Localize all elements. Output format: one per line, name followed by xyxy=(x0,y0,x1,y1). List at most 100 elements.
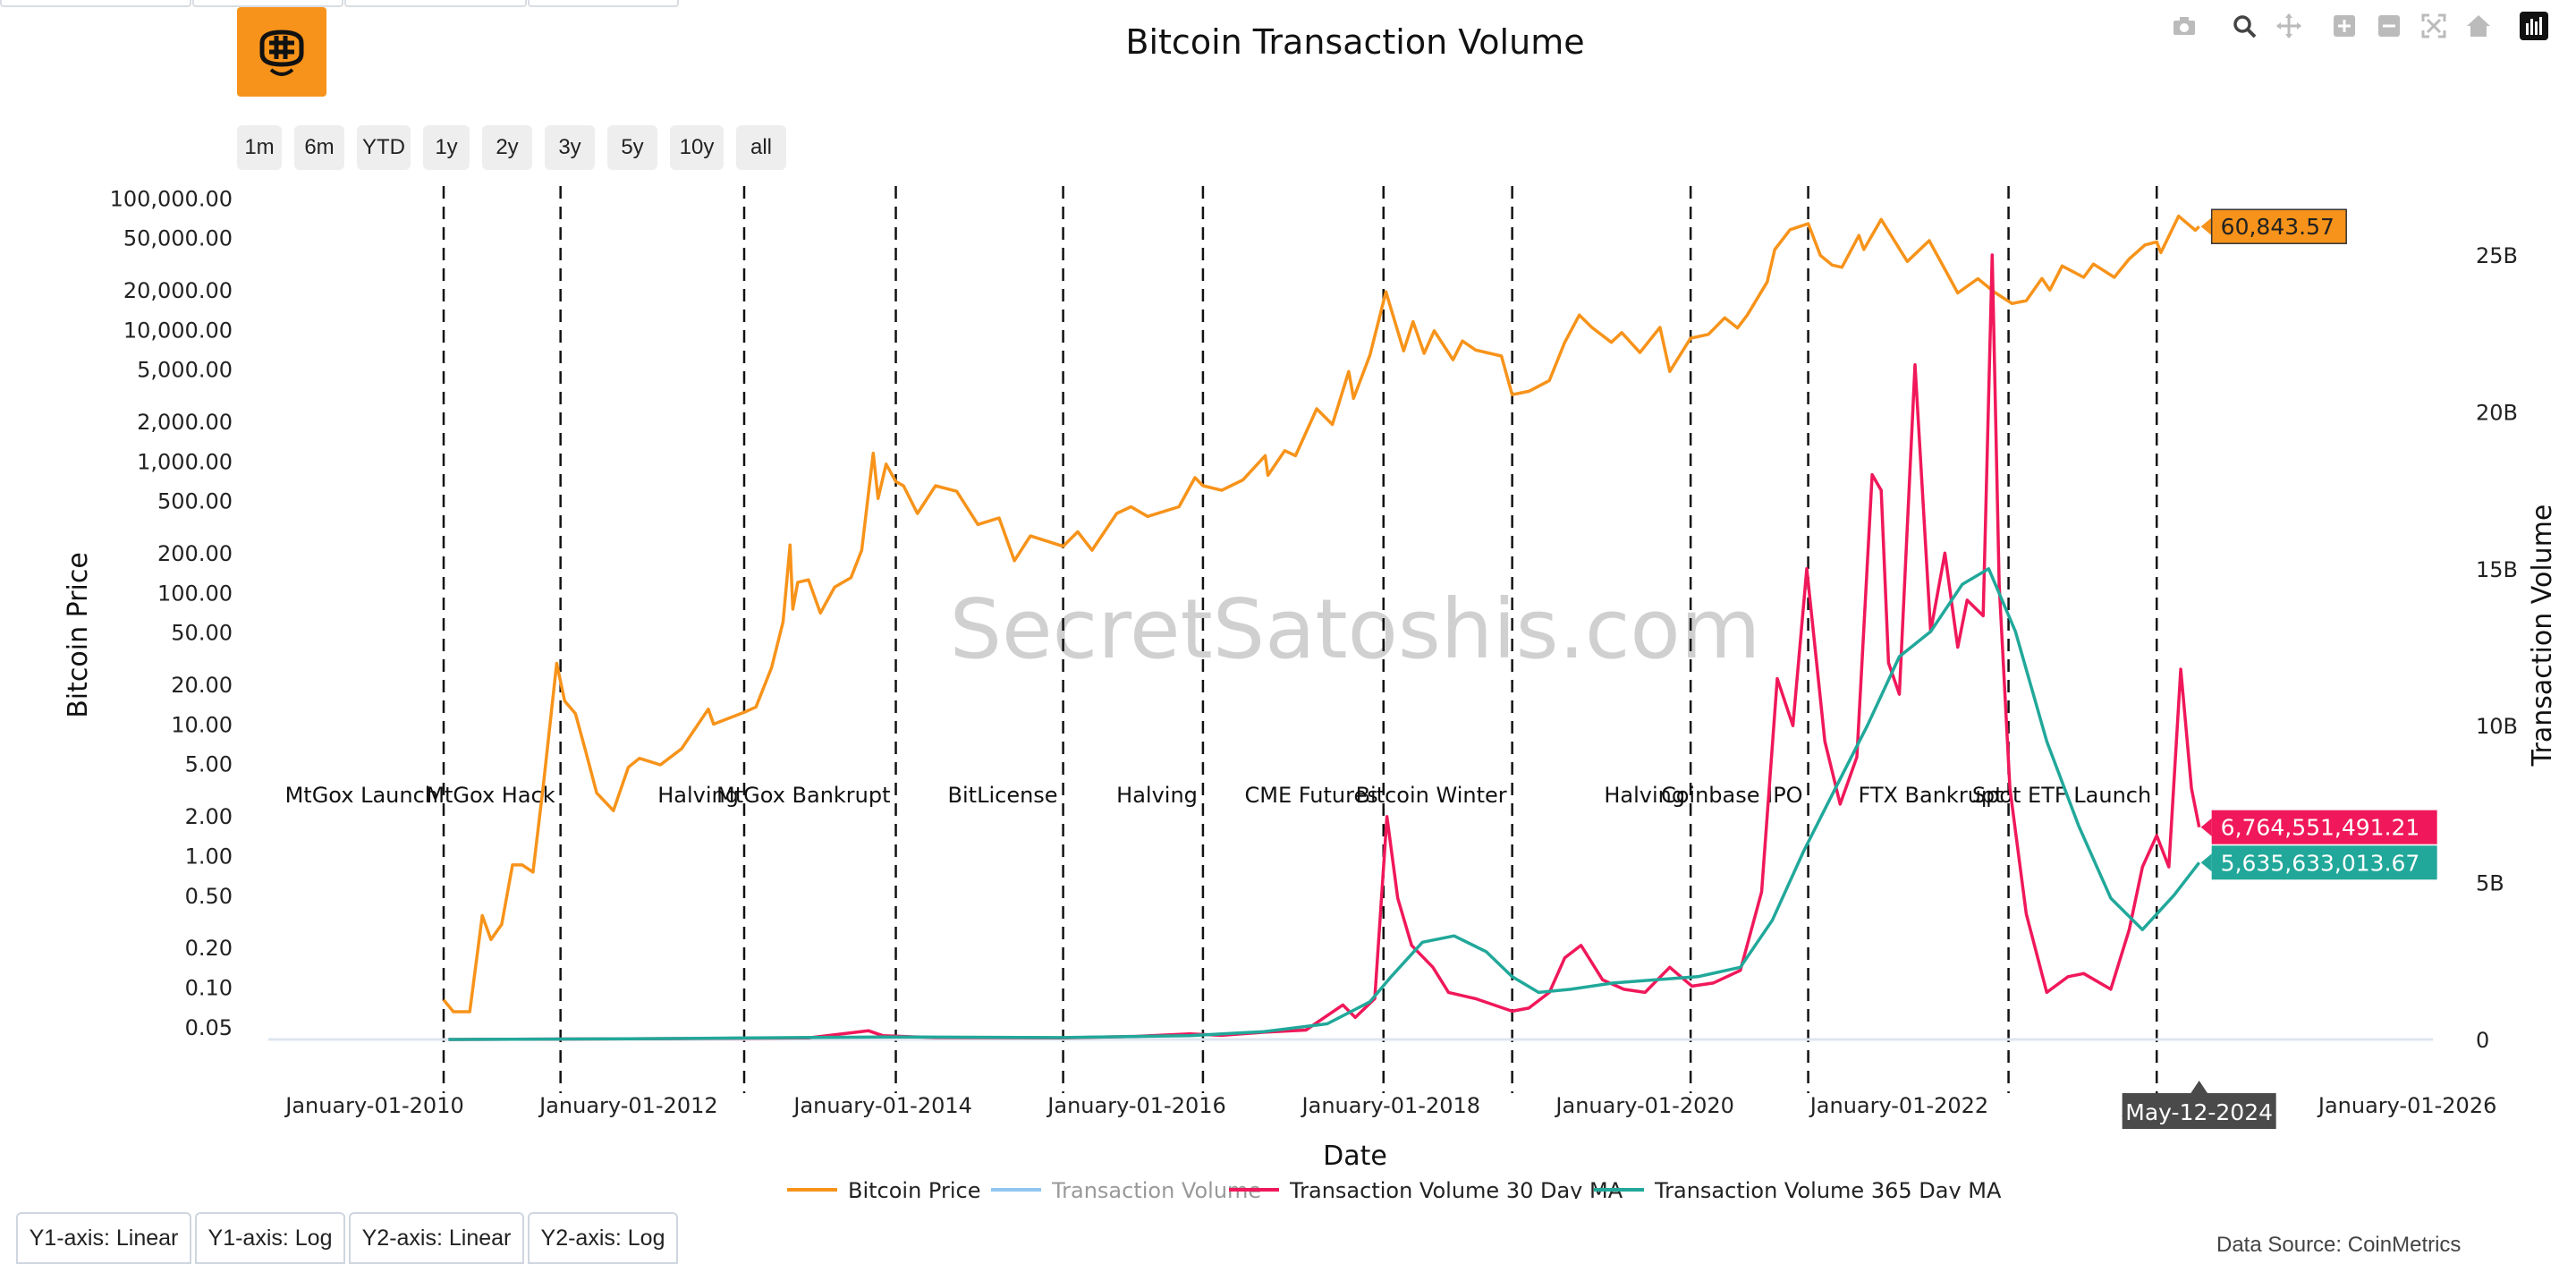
y2-tick-label: 15B xyxy=(2476,557,2518,582)
event-label: MtGox Launch xyxy=(285,783,438,808)
event-label: Halving xyxy=(657,783,739,808)
hover-price-label-pointer xyxy=(2200,217,2212,236)
chart-title: Bitcoin Transaction Volume xyxy=(1125,22,1584,62)
home-icon[interactable] xyxy=(2463,11,2494,41)
range-button-ytd[interactable]: YTD xyxy=(357,125,411,170)
range-button-5y[interactable]: 5y xyxy=(607,125,657,170)
axis-button-0[interactable]: Y1-axis: Linear xyxy=(16,1212,191,1264)
bitcoin-logo-icon xyxy=(259,30,304,76)
y2-axis-title: Transaction Volume xyxy=(2527,505,2558,768)
top-tab-stub[interactable] xyxy=(0,0,191,7)
y1-tick-label: 20,000.00 xyxy=(123,278,233,303)
zoom-icon[interactable] xyxy=(2229,11,2259,41)
hover-price-label: 60,843.57 xyxy=(2221,214,2334,240)
hover-date-pointer xyxy=(2190,1081,2208,1094)
y2-tick-label: 5B xyxy=(2476,871,2504,896)
y2-tick-label: 20B xyxy=(2476,400,2518,425)
event-label: MtGox Hack xyxy=(426,783,555,808)
plotly-logo-icon[interactable] xyxy=(2519,11,2549,41)
event-label: Coinbase IPO xyxy=(1661,783,1803,808)
top-tab-stub[interactable] xyxy=(528,0,679,7)
top-tab-stub[interactable] xyxy=(344,0,527,7)
range-button-10y[interactable]: 10y xyxy=(670,125,724,170)
hover-labels: 60,843.57 6,764,551,491.21 5,635,633,013.6… xyxy=(2122,208,2437,1129)
hover-ma30-label: 6,764,551,491.21 xyxy=(2221,815,2420,841)
y2-tick-label: 25B xyxy=(2476,243,2518,268)
event-label: MtGox Bankrupt xyxy=(716,783,891,808)
range-button-6m[interactable]: 6m xyxy=(294,125,344,170)
hover-ma365-label: 5,635,633,013.67 xyxy=(2221,850,2420,876)
y2-axis: 0 5B 10B 15B 20B 25B xyxy=(2476,243,2518,1053)
ma365-line xyxy=(448,567,2201,1041)
x-axis-title: Date xyxy=(1323,1141,1387,1172)
y1-tick-label: 0.20 xyxy=(185,936,233,961)
event-label: CME Futures xyxy=(1245,783,1378,808)
pan-icon[interactable] xyxy=(2274,11,2304,41)
range-button-all[interactable]: all xyxy=(736,125,786,170)
hover-price-label-box xyxy=(2210,208,2347,244)
y1-tick-label: 2,000.00 xyxy=(137,410,233,435)
y1-tick-label: 1.00 xyxy=(185,844,233,869)
watermark: SecretSatoshis.com xyxy=(950,581,1761,677)
y1-axis: 0.05 0.10 0.20 0.50 1.00 2.00 5.00 10.00 20.00 50… xyxy=(110,186,233,1039)
legend-label[interactable]: Transaction Volume 365 Day MA xyxy=(1654,1178,2002,1199)
y1-tick-label: 5,000.00 xyxy=(137,358,233,383)
autoscale-icon[interactable] xyxy=(2419,11,2449,41)
y1-tick-label: 50,000.00 xyxy=(123,226,233,251)
x-tick-label: January-01-2026 xyxy=(2317,1093,2497,1118)
y2-tick-label: 10B xyxy=(2476,714,2518,739)
legend-label[interactable]: Transaction Volume xyxy=(1051,1178,1261,1199)
legend: Bitcoin Price Transaction Volume Transacti… xyxy=(787,1178,2002,1199)
zoom-out-icon[interactable] xyxy=(2374,11,2404,41)
event-label: FTX Bankrupt xyxy=(1858,783,2003,808)
y1-tick-label: 0.50 xyxy=(185,884,233,909)
y1-tick-label: 0.10 xyxy=(185,976,233,1001)
legend-label[interactable]: Bitcoin Price xyxy=(848,1178,980,1199)
y1-tick-label: 50.00 xyxy=(171,621,233,646)
axis-button-1[interactable]: Y1-axis: Log xyxy=(195,1212,345,1264)
range-button-1m[interactable]: 1m xyxy=(237,125,282,170)
y1-tick-label: 0.05 xyxy=(185,1015,233,1040)
hover-ma365-label-pointer xyxy=(2200,853,2212,872)
y1-tick-label: 100.00 xyxy=(157,581,233,606)
hover-date-box xyxy=(2122,1093,2276,1129)
event-label: BitLicense xyxy=(948,783,1058,808)
price-line xyxy=(442,214,2200,1014)
x-axis: January-01-2010 January-01-2012 January-01… xyxy=(284,1093,2496,1118)
event-label: Halving xyxy=(1116,783,1198,808)
hover-ma30-label-pointer xyxy=(2200,818,2212,836)
x-tick-label: January-01-2014 xyxy=(792,1093,972,1118)
zoom-in-icon[interactable] xyxy=(2329,11,2360,41)
x-tick-label: January-01-2018 xyxy=(1301,1093,1481,1118)
range-button-2y[interactable]: 2y xyxy=(482,125,532,170)
y2-tick-label: 0 xyxy=(2476,1028,2489,1053)
axis-button-2[interactable]: Y2-axis: Linear xyxy=(349,1212,524,1264)
x-tick-label: January-01-2012 xyxy=(538,1093,718,1118)
hover-ma365-label-box xyxy=(2211,845,2437,880)
y1-tick-label: 20.00 xyxy=(171,673,233,698)
series-layer xyxy=(442,214,2201,1041)
event-label: Spot ETF Launch xyxy=(1972,783,2151,808)
range-button-3y[interactable]: 3y xyxy=(545,125,595,170)
event-label: Bitcoin Winter xyxy=(1356,783,1507,808)
range-button-1y[interactable]: 1y xyxy=(423,125,470,170)
hover-ma30-label-box xyxy=(2211,810,2437,844)
event-label: Halving xyxy=(1604,783,1685,808)
y1-tick-label: 500.00 xyxy=(157,489,233,514)
axis-button-3[interactable]: Y2-axis: Log xyxy=(528,1212,678,1264)
chart[interactable]: Bitcoin Transaction Volume SecretSatoshi… xyxy=(0,0,2576,1199)
top-tab-stub[interactable] xyxy=(192,0,343,7)
y1-tick-label: 2.00 xyxy=(185,804,233,829)
x-tick-label: January-01-2010 xyxy=(284,1093,464,1118)
x-tick-label: January-01-2016 xyxy=(1046,1093,1226,1118)
data-source: Data Source: CoinMetrics xyxy=(2216,1233,2462,1257)
x-tick-label: January-01-2022 xyxy=(1809,1093,1989,1118)
y1-tick-label: 1,000.00 xyxy=(137,449,233,474)
y1-axis-title: Bitcoin Price xyxy=(63,552,94,718)
y1-tick-label: 100,000.00 xyxy=(110,186,233,211)
legend-label[interactable]: Transaction Volume 30 Day MA xyxy=(1289,1178,1623,1199)
camera-icon[interactable] xyxy=(2169,11,2199,41)
bitcoin-logo xyxy=(237,7,326,97)
